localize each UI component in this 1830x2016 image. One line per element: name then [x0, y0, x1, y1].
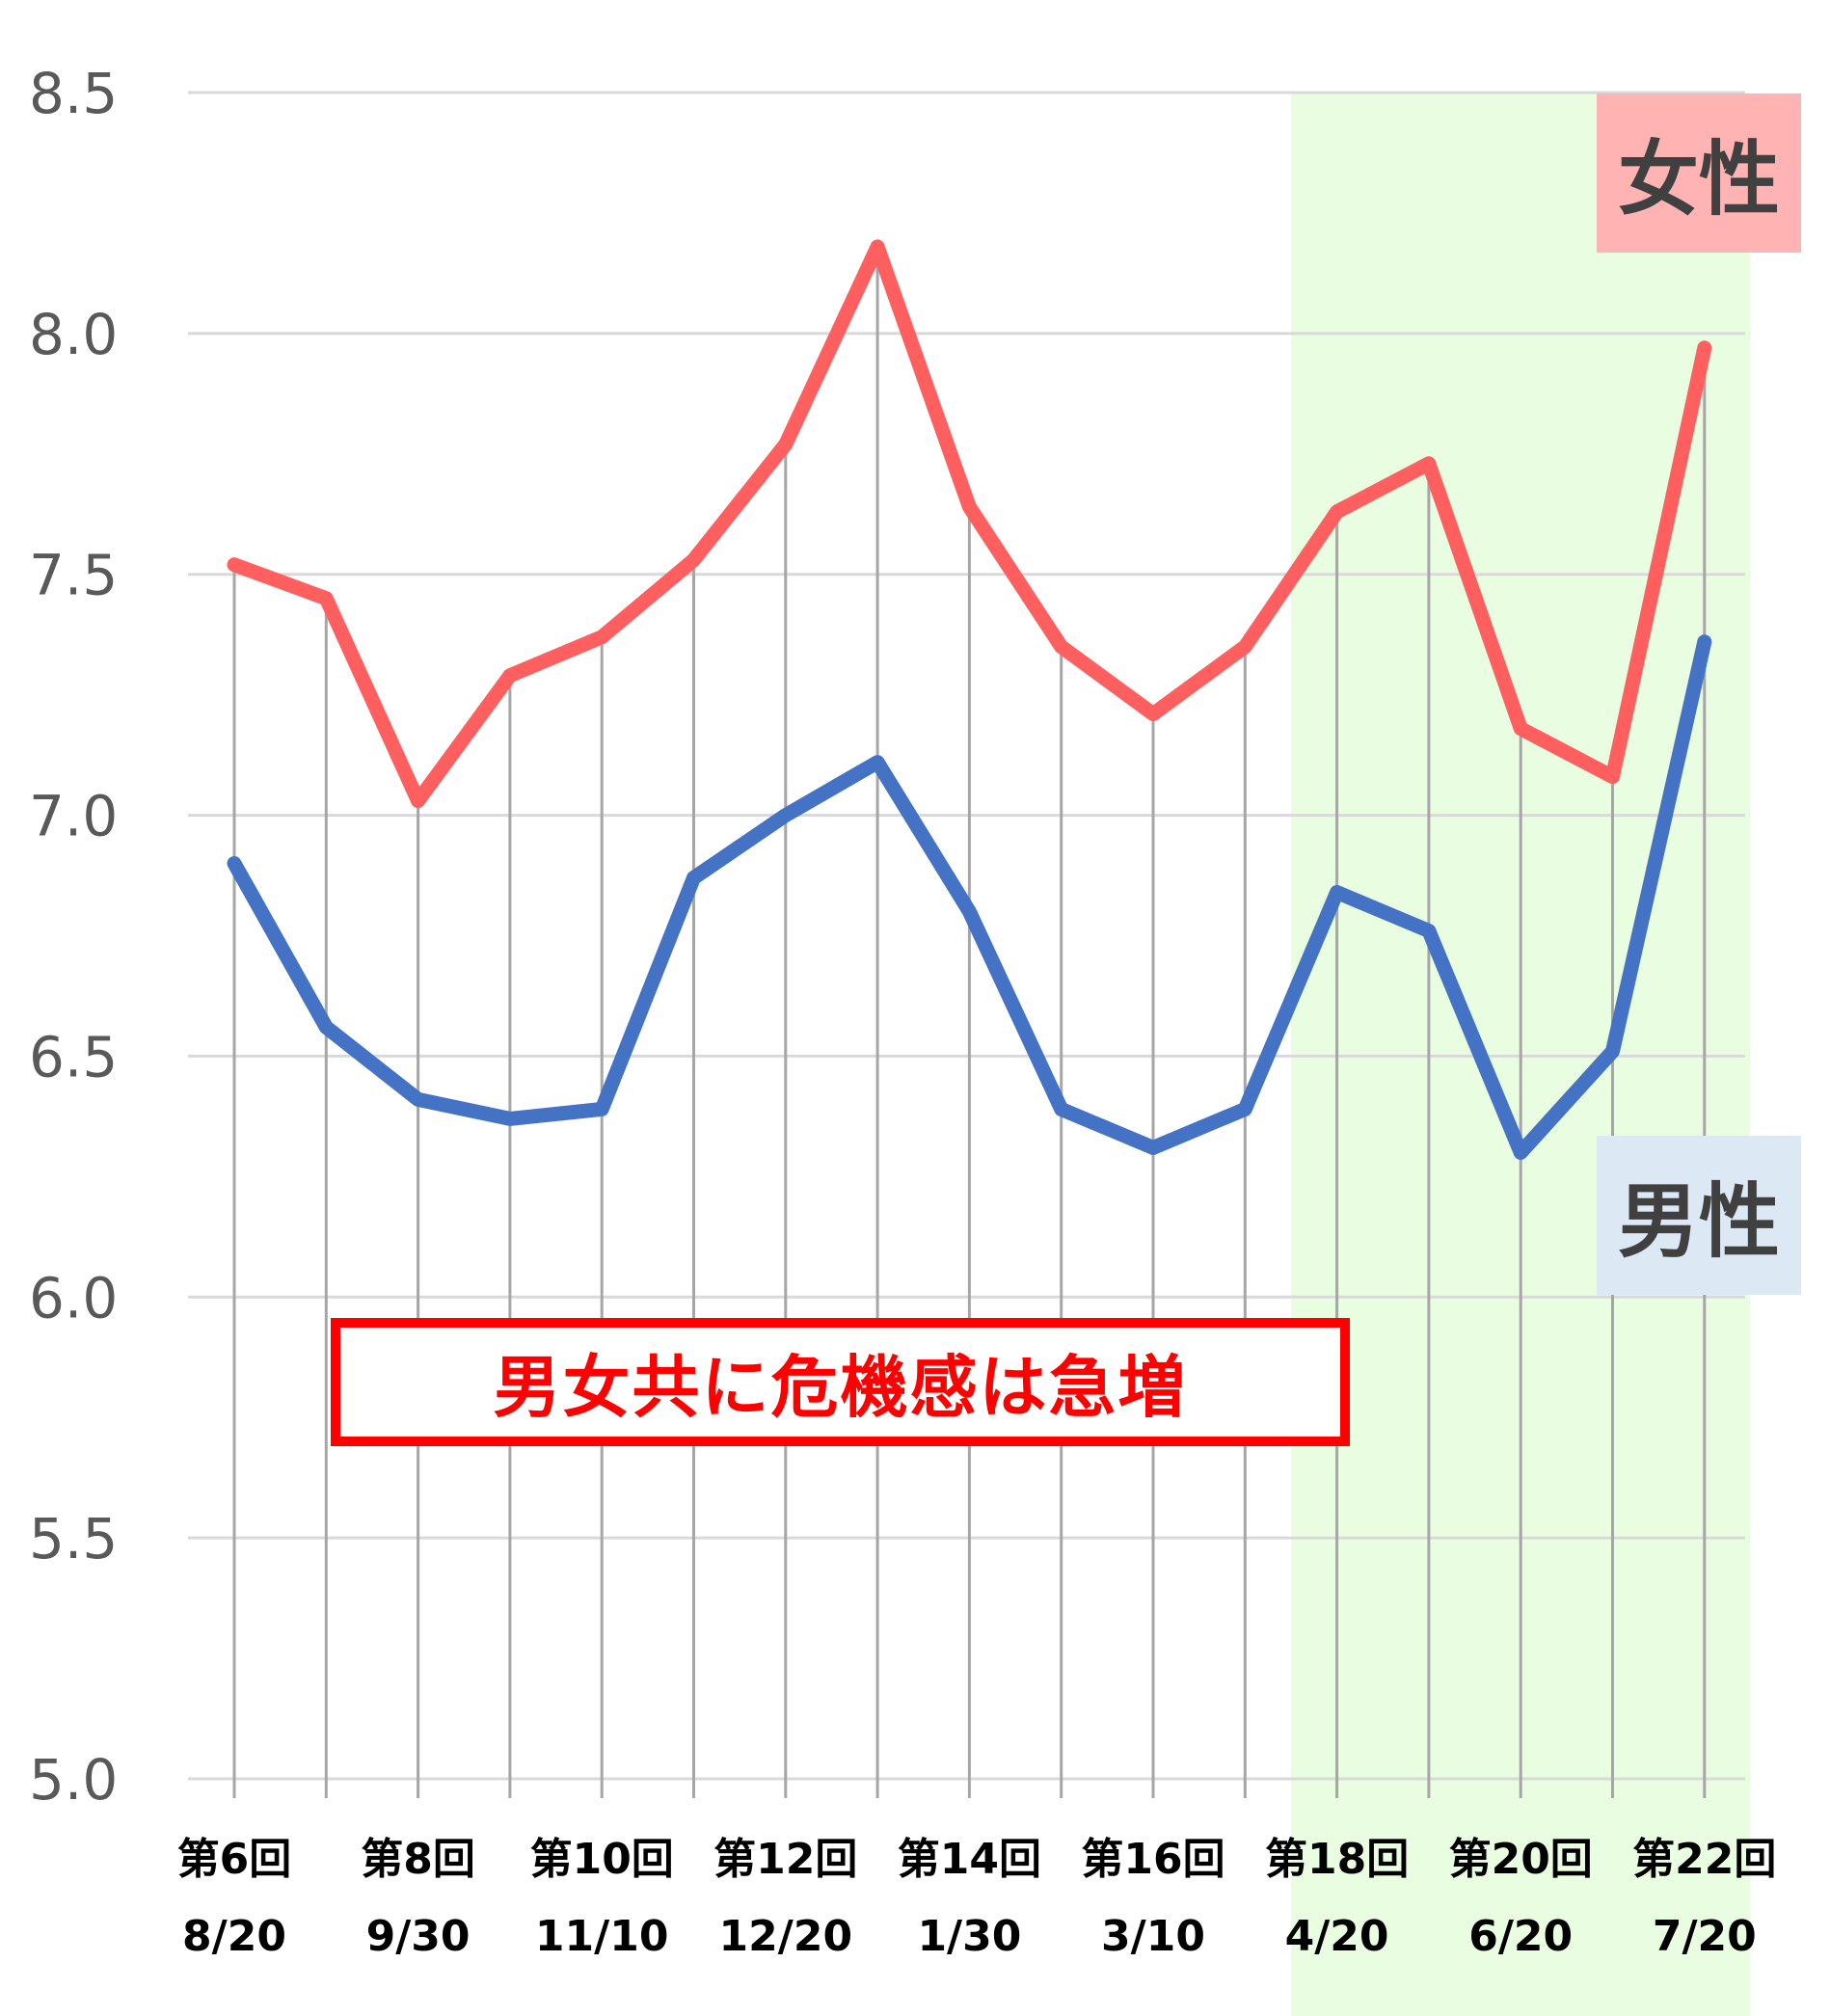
x-tick-label: 第16回 [1081, 1835, 1224, 1884]
y-tick-label: 8.5 [29, 61, 118, 126]
x-tick-label: 4/20 [1285, 1912, 1389, 1961]
x-tick-label: 第12回 [713, 1835, 857, 1884]
x-tick-label: 第20回 [1449, 1835, 1593, 1884]
legend-male-label: 男性 [1617, 1174, 1780, 1269]
legend-male: 男性 [1597, 1136, 1801, 1295]
x-tick-label: 8/20 [182, 1912, 286, 1961]
x-axis-ticks: 第6回 8/20 第8回 9/30 第10回 11/10 第12回 12/20 第14回 1/30… [177, 1835, 1777, 1961]
series-line-female [227, 239, 1712, 809]
y-tick-label: 6.5 [29, 1024, 118, 1089]
y-tick-label: 5.0 [29, 1747, 118, 1813]
x-tick-label: 11/10 [535, 1912, 669, 1961]
x-tick-label: 第6回 [177, 1835, 292, 1884]
x-tick-label: 12/20 [719, 1912, 853, 1961]
x-tick-label: 第8回 [361, 1835, 475, 1884]
x-tick-label: 6/20 [1468, 1912, 1573, 1961]
x-tick-label: 第18回 [1265, 1835, 1409, 1884]
annotation-box: 男女共に危機感は急増 [331, 1318, 1350, 1446]
y-tick-label: 6.0 [29, 1265, 118, 1331]
x-tick-label: 第14回 [898, 1835, 1041, 1884]
y-tick-label: 8.0 [29, 302, 118, 367]
y-tick-label: 7.5 [29, 543, 118, 608]
series-lines [227, 239, 1712, 1160]
drop-lines [232, 246, 1707, 1798]
legend-female: 女性 [1597, 94, 1801, 253]
x-tick-label: 1/30 [917, 1912, 1021, 1961]
annotation-text: 男女共に危機感は急増 [493, 1348, 1188, 1427]
x-tick-label: 7/20 [1653, 1912, 1757, 1961]
series-line-male [227, 634, 1712, 1160]
y-axis-ticks: 5.0 5.5 6.0 6.5 7.0 7.5 8.0 8.5 [29, 61, 118, 1813]
x-tick-label: 第10回 [530, 1835, 674, 1884]
legend-female-label: 女性 [1617, 132, 1780, 227]
y-tick-label: 7.0 [29, 784, 118, 849]
x-tick-label: 3/10 [1101, 1912, 1205, 1961]
gridlines [188, 91, 1745, 1781]
y-tick-label: 5.5 [29, 1506, 118, 1572]
x-tick-label: 9/30 [366, 1912, 471, 1961]
x-tick-label: 第22回 [1632, 1835, 1776, 1884]
